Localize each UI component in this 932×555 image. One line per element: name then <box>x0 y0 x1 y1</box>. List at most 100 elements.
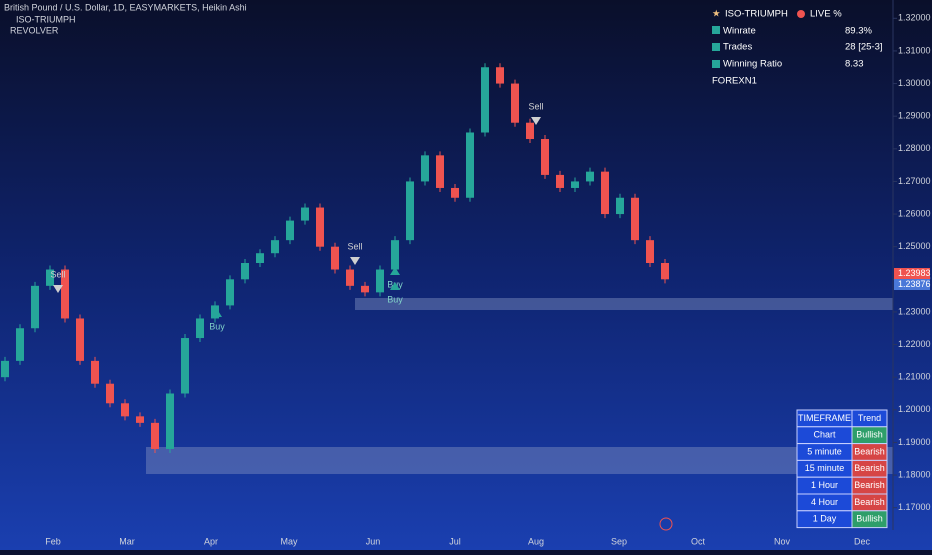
signal-label: Sell <box>50 269 65 279</box>
stat-value: 28 [25-3] <box>845 42 883 53</box>
y-tick-label: 1.19000 <box>898 437 931 447</box>
table-text: Chart <box>813 430 836 440</box>
candle <box>211 305 219 319</box>
x-tick-label: Mar <box>119 536 135 546</box>
table-text: TIMEFRAME <box>798 413 851 423</box>
signal-label: Buy <box>209 321 225 331</box>
y-tick-label: 1.23000 <box>898 306 931 316</box>
y-tick-label: 1.32000 <box>898 13 931 23</box>
x-tick-label: Jun <box>366 536 381 546</box>
candle <box>646 240 654 263</box>
stats-title: ISO-TRIUMPH <box>725 9 788 20</box>
x-tick-label: Feb <box>45 536 61 546</box>
candle <box>406 181 414 241</box>
candle <box>241 263 249 280</box>
y-tick-label: 1.31000 <box>898 45 931 55</box>
candle <box>601 171 609 215</box>
candle <box>331 246 339 270</box>
check <box>712 43 720 51</box>
table-text: 4 Hour <box>811 497 838 507</box>
price-tag <box>894 279 930 290</box>
candle <box>76 318 84 361</box>
x-tick-label: Jul <box>449 536 461 546</box>
price-tag-label: 1.23876 <box>898 279 931 289</box>
table-text: Bearish <box>854 480 885 490</box>
signal-label: Buy <box>387 294 403 304</box>
y-tick-label: 1.25000 <box>898 241 931 251</box>
candle <box>556 174 564 188</box>
candle <box>136 416 144 423</box>
check <box>712 26 720 34</box>
header-title: British Pound / U.S. Dollar, 1D, EASYMAR… <box>4 2 247 12</box>
y-tick-label: 1.21000 <box>898 372 931 382</box>
stat-label: Trades <box>723 42 752 53</box>
y-tick-label: 1.29000 <box>898 111 931 121</box>
signal-label: Sell <box>528 101 543 111</box>
candle <box>31 285 39 329</box>
candle <box>586 171 594 182</box>
live-dot <box>797 10 805 18</box>
candle <box>481 67 489 133</box>
candle <box>1 360 9 378</box>
indicator: REVOLVER <box>10 25 59 35</box>
candle <box>496 67 504 84</box>
table-text: 1 Day <box>813 514 837 524</box>
stats-footer: FOREXN1 <box>712 76 757 87</box>
x-tick-label: Sep <box>611 536 627 546</box>
y-tick-label: 1.30000 <box>898 78 931 88</box>
table-text: Trend <box>858 413 881 423</box>
x-tick-label: Oct <box>691 536 706 546</box>
price-tag-label: 1.23983 <box>898 268 931 278</box>
candle <box>121 403 129 417</box>
y-tick-label: 1.28000 <box>898 143 931 153</box>
stats-panel: ★ ISO-TRIUMPH LIVE % Winrate 89.3% Trade… <box>712 9 883 87</box>
stat-label: Winning Ratio <box>723 59 782 70</box>
candle <box>196 318 204 339</box>
candle <box>271 240 279 254</box>
candle <box>661 263 669 280</box>
zone <box>146 447 893 474</box>
signal-marker <box>531 117 541 125</box>
candle <box>166 393 174 449</box>
candle <box>526 122 534 140</box>
candle <box>16 328 24 361</box>
x-tick-label: Aug <box>528 536 544 546</box>
candle <box>466 132 474 198</box>
candle <box>616 197 624 215</box>
y-tick-label: 1.18000 <box>898 469 931 479</box>
candle <box>361 285 369 293</box>
table-text: 1 Hour <box>811 480 838 490</box>
trend-table: TIMEFRAME Trend Chart Bullish 5 minute Bearis… <box>796 409 888 529</box>
signal-marker <box>390 267 400 275</box>
candle <box>631 197 639 241</box>
signal-marker <box>350 257 360 265</box>
y-tick-label: 1.26000 <box>898 208 931 218</box>
table-text: Bearish <box>854 497 885 507</box>
table-text: Bullish <box>856 514 883 524</box>
x-tick-label: May <box>280 536 298 546</box>
candle <box>61 269 69 319</box>
x-tick-label: Apr <box>204 536 218 546</box>
candle <box>511 83 519 123</box>
candle <box>541 139 549 175</box>
y-tick-label: 1.22000 <box>898 339 931 349</box>
candle <box>391 240 399 270</box>
candle <box>106 383 114 404</box>
signal-marker <box>212 309 222 317</box>
table-text: Bearish <box>854 446 885 456</box>
table-text: 15 minute <box>805 463 845 473</box>
candle <box>436 155 444 188</box>
stat-value: 89.3% <box>845 26 872 37</box>
table-text: Bearish <box>854 463 885 473</box>
candle <box>286 220 294 241</box>
y-tick-label: 1.27000 <box>898 176 931 186</box>
candle <box>256 253 264 263</box>
candle <box>91 360 99 384</box>
stat-value: 8.33 <box>845 59 864 70</box>
candle <box>301 207 309 221</box>
candle <box>376 269 384 293</box>
icon[interactable] <box>659 517 673 531</box>
y-tick-label: 1.20000 <box>898 404 931 414</box>
